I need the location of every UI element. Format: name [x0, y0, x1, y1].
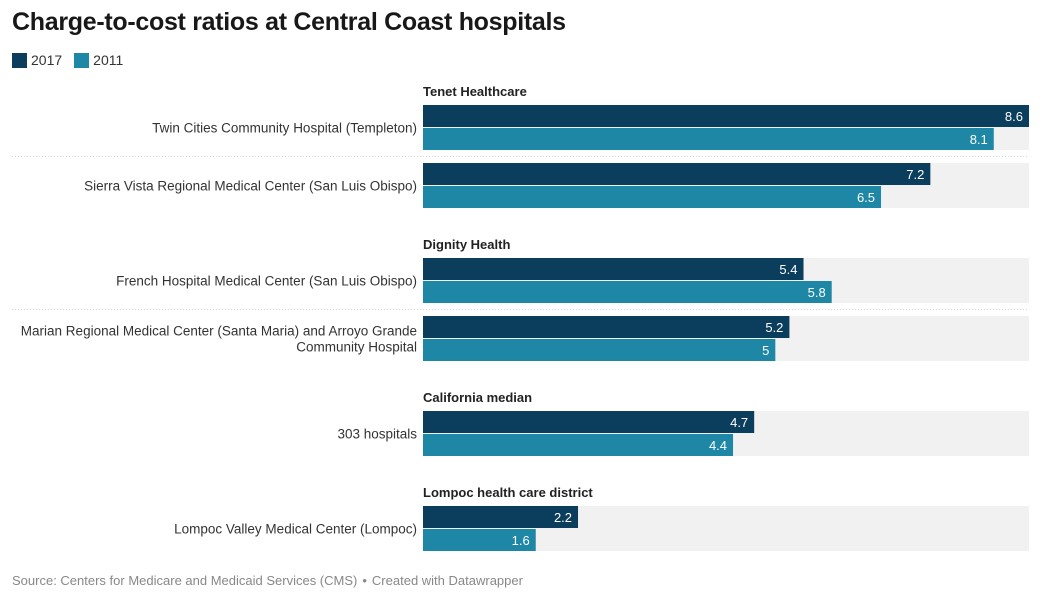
bar-value-2017-california-median-1: 4.7 — [730, 415, 748, 430]
bar-value-2017-dignity-health-2: 5.2 — [765, 320, 783, 335]
row-label-dignity-health-1: French Hospital Medical Center (San Luis… — [116, 274, 417, 289]
bar-value-2011-dignity-health-2: 5 — [762, 343, 769, 358]
group-header-lompoc-health-care-district: Lompoc health care district — [423, 485, 593, 500]
row-label-california-median-1: 303 hospitals — [337, 427, 417, 442]
footer: Source: Centers for Medicare and Medicai… — [12, 573, 523, 588]
bar-2011-tenet-healthcare-2 — [423, 186, 882, 208]
bar-value-2011-california-median-1: 4.4 — [709, 438, 727, 453]
bar-value-2011-dignity-health-1: 5.8 — [808, 285, 826, 300]
bar-2011-california-median-1 — [423, 434, 734, 456]
bar-2011-tenet-healthcare-1 — [423, 128, 994, 150]
bar-2017-lompoc-health-care-district-1 — [423, 506, 579, 528]
row-label-tenet-healthcare-2: Sierra Vista Regional Medical Center (Sa… — [84, 179, 417, 194]
bar-2017-tenet-healthcare-2 — [423, 163, 931, 185]
bar-2017-dignity-health-2 — [423, 316, 790, 338]
group-header-california-median: California median — [423, 390, 532, 405]
bar-value-2017-tenet-healthcare-2: 7.2 — [906, 167, 924, 182]
group-header-dignity-health: Dignity Health — [423, 237, 510, 252]
legend-swatch-2011 — [74, 52, 90, 68]
bar-value-2011-lompoc-health-care-district-1: 1.6 — [512, 533, 530, 548]
footer-separator: • — [362, 573, 367, 588]
legend-label-2011: 2011 — [93, 52, 124, 68]
bar-value-2017-dignity-health-1: 5.4 — [779, 262, 797, 277]
row-label-tenet-healthcare-1: Twin Cities Community Hospital (Templeto… — [152, 121, 417, 136]
group-header-tenet-healthcare: Tenet Healthcare — [423, 84, 527, 99]
bar-value-2017-lompoc-health-care-district-1: 2.2 — [554, 510, 572, 525]
row-label-dignity-health-2-line-2: Community Hospital — [296, 340, 417, 355]
legend-item-2017: 2017 — [12, 52, 62, 68]
legend-label-2017: 2017 — [31, 52, 63, 68]
chart-title: Charge-to-cost ratios at Central Coast h… — [12, 8, 566, 36]
footer-source: Source: Centers for Medicare and Medicai… — [12, 573, 358, 588]
bar-value-2011-tenet-healthcare-1: 8.1 — [970, 132, 988, 147]
bar-2017-dignity-health-1 — [423, 258, 804, 280]
row-label-lompoc-health-care-district-1: Lompoc Valley Medical Center (Lompoc) — [174, 522, 417, 537]
bar-2017-tenet-healthcare-1 — [423, 105, 1029, 127]
bar-chart: Tenet Healthcare 8.6 8.1 Twin Cities Commun… — [12, 84, 1029, 551]
legend: 2017 2011 — [12, 52, 135, 68]
footer-credit: Created with Datawrapper — [371, 573, 523, 588]
bar-2011-lompoc-health-care-district-1 — [423, 529, 536, 551]
legend-swatch-2017 — [12, 52, 27, 68]
bar-2017-california-median-1 — [423, 411, 755, 433]
bar-value-2017-tenet-healthcare-1: 8.6 — [1005, 109, 1023, 124]
legend-item-2011: 2011 — [74, 52, 123, 68]
row-label-dignity-health-2-line-1: Marian Regional Medical Center (Santa Ma… — [21, 324, 417, 339]
bar-2011-dignity-health-2 — [423, 339, 776, 361]
bar-value-2011-tenet-healthcare-2: 6.5 — [857, 190, 875, 205]
bar-2011-dignity-health-1 — [423, 281, 832, 303]
